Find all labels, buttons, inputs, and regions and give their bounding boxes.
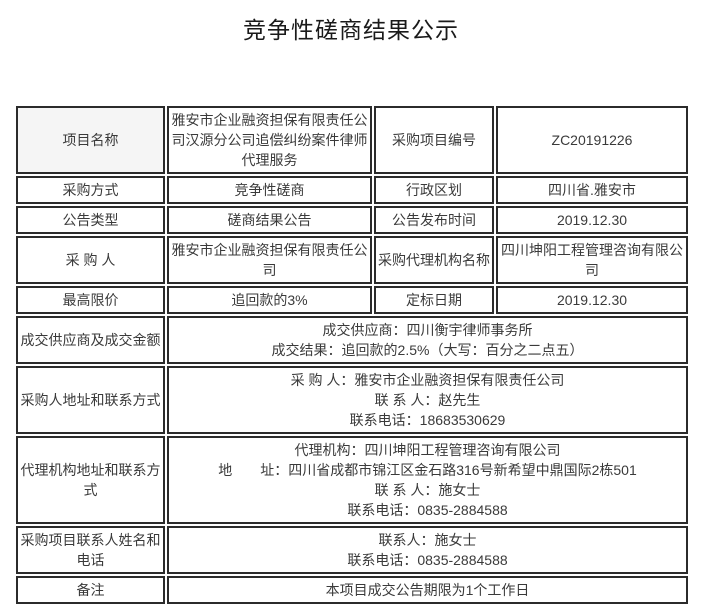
project-name-label: 项目名称 (16, 106, 165, 174)
table-row-remarks: 备注 本项目成交公告期限为1个工作日 (16, 576, 688, 604)
award-date-value: 2019.12.30 (496, 286, 688, 314)
table-row-procurement-method: 采购方式 竞争性磋商 行政区划 四川省.雅安市 (16, 176, 688, 204)
table-row-purchaser-contact: 采购人地址和联系方式 采 购 人：雅安市企业融资担保有限责任公司 联 系 人：赵… (16, 366, 688, 434)
max-price-value: 追回款的3% (167, 286, 372, 314)
max-price-label: 最高限价 (16, 286, 165, 314)
remarks-label: 备注 (16, 576, 165, 604)
procurement-method-label: 采购方式 (16, 176, 165, 204)
administrative-region-label: 行政区划 (374, 176, 494, 204)
result-table: 项目名称 雅安市企业融资担保有限责任公司汉源分公司追偿纠纷案件律师代理服务 采购… (14, 104, 690, 606)
purchaser-label: 采 购 人 (16, 236, 165, 284)
publish-time-value: 2019.12.30 (496, 206, 688, 234)
procurement-number-value: ZC20191226 (496, 106, 688, 174)
table-row-project-contact: 采购项目联系人姓名和电话 联系人：施女士 联系电话：0835-2884588 (16, 526, 688, 574)
agency-contact-label: 代理机构地址和联系方式 (16, 436, 165, 524)
administrative-region-value: 四川省.雅安市 (496, 176, 688, 204)
project-contact-label: 采购项目联系人姓名和电话 (16, 526, 165, 574)
remarks-value: 本项目成交公告期限为1个工作日 (167, 576, 688, 604)
purchaser-contact-label: 采购人地址和联系方式 (16, 366, 165, 434)
agency-name-label: 采购代理机构名称 (374, 236, 494, 284)
winning-supplier-label: 成交供应商及成交金额 (16, 316, 165, 364)
winning-supplier-value: 成交供应商：四川衡宇律师事务所 成交结果：追回款的2.5%（大写：百分之二点五） (167, 316, 688, 364)
table-row-winning-supplier: 成交供应商及成交金额 成交供应商：四川衡宇律师事务所 成交结果：追回款的2.5%… (16, 316, 688, 364)
publish-time-label: 公告发布时间 (374, 206, 494, 234)
agency-contact-value: 代理机构：四川坤阳工程管理咨询有限公司 地 址：四川省成都市锦江区金石路316号… (167, 436, 688, 524)
page-title: 竞争性磋商结果公示 (243, 18, 459, 43)
purchaser-value: 雅安市企业融资担保有限责任公司 (167, 236, 372, 284)
procurement-method-value: 竞争性磋商 (167, 176, 372, 204)
purchaser-contact-value: 采 购 人：雅安市企业融资担保有限责任公司 联 系 人：赵先生 联系电话：186… (167, 366, 688, 434)
agency-name-value: 四川坤阳工程管理咨询有限公司 (496, 236, 688, 284)
table-row-announcement-type: 公告类型 磋商结果公告 公告发布时间 2019.12.30 (16, 206, 688, 234)
procurement-number-label: 采购项目编号 (374, 106, 494, 174)
project-contact-value: 联系人：施女士 联系电话：0835-2884588 (167, 526, 688, 574)
table-row-purchaser: 采 购 人 雅安市企业融资担保有限责任公司 采购代理机构名称 四川坤阳工程管理咨… (16, 236, 688, 284)
project-name-value: 雅安市企业融资担保有限责任公司汉源分公司追偿纠纷案件律师代理服务 (167, 106, 372, 174)
announcement-type-value: 磋商结果公告 (167, 206, 372, 234)
announcement-type-label: 公告类型 (16, 206, 165, 234)
table-row-agency-contact: 代理机构地址和联系方式 代理机构：四川坤阳工程管理咨询有限公司 地 址：四川省成… (16, 436, 688, 524)
announcement-page: 竞争性磋商结果公示 项目名称 雅安市企业融资担保有限责任公司汉源分公司追偿纠纷案… (0, 16, 702, 609)
table-row-max-price: 最高限价 追回款的3% 定标日期 2019.12.30 (16, 286, 688, 314)
table-row-project-name: 项目名称 雅安市企业融资担保有限责任公司汉源分公司追偿纠纷案件律师代理服务 采购… (16, 106, 688, 174)
award-date-label: 定标日期 (374, 286, 494, 314)
